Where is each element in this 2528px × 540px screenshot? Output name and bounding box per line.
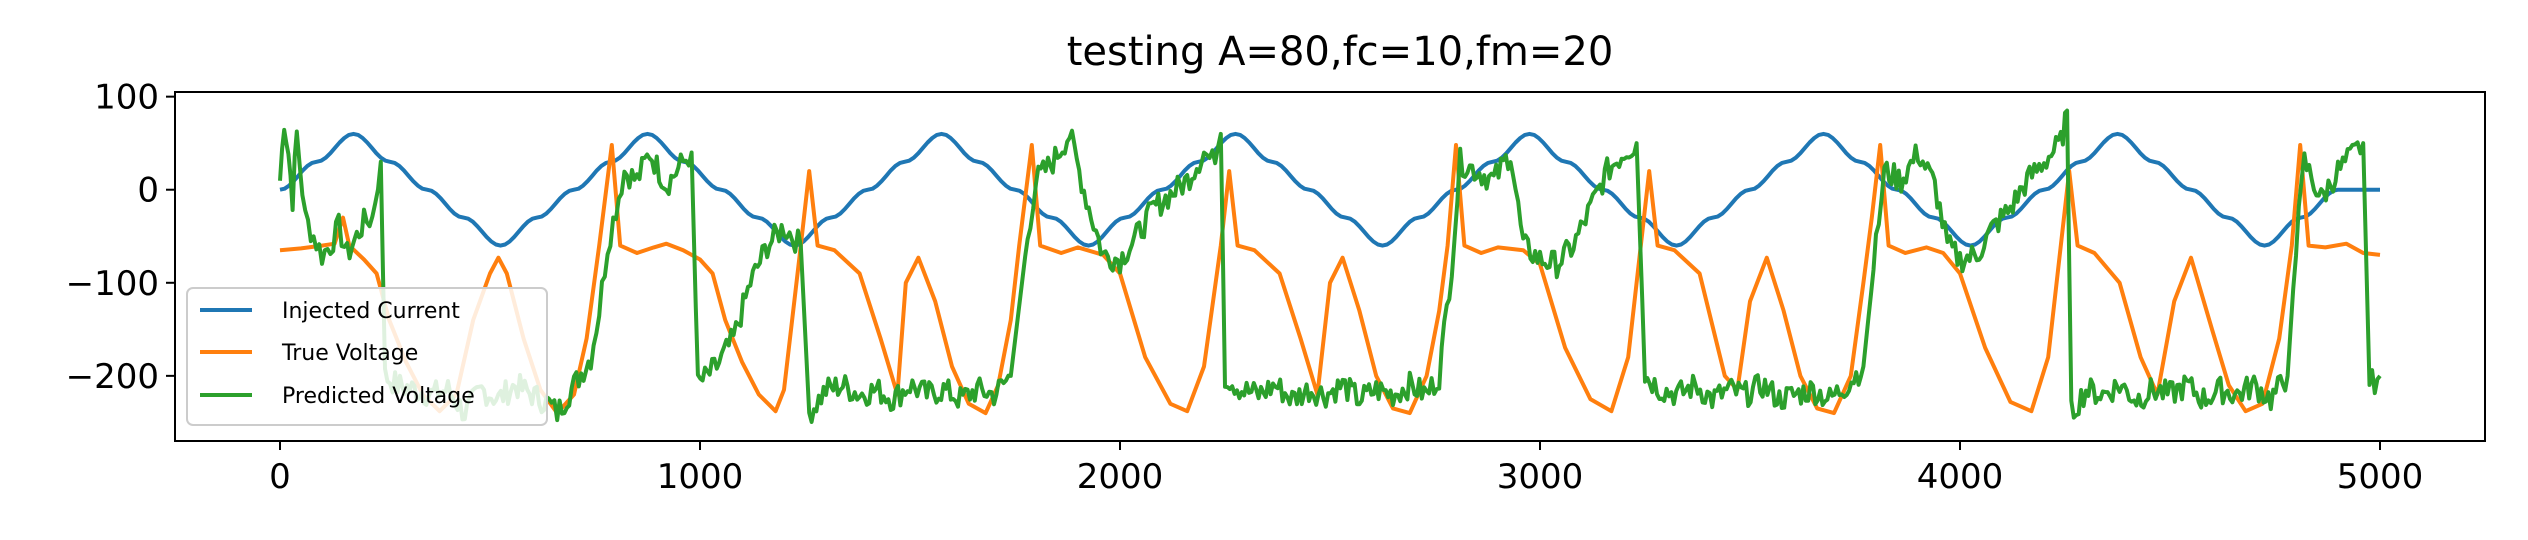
series-group [278, 108, 2382, 424]
y-tick-label: −100 [66, 264, 159, 304]
legend-label-injected-current: Injected Current [282, 299, 460, 324]
legend-label-predicted-voltage: Predicted Voltage [282, 384, 475, 409]
x-tick-label: 2000 [1077, 457, 1164, 497]
y-tick-label: 0 [137, 171, 159, 211]
y-tick-label: 100 [94, 78, 159, 118]
legend-label-true-voltage: True Voltage [281, 341, 418, 366]
series-true-voltage [279, 143, 2381, 416]
x-tick-label: 3000 [1497, 457, 1584, 497]
series-predicted-voltage [278, 108, 2382, 424]
legend-box [186, 287, 548, 426]
x-tick-label: 0 [269, 457, 291, 497]
y-tick-label: −200 [66, 357, 159, 397]
chart-title: testing A=80,fc=10,fm=20 [1067, 29, 1614, 75]
x-tick-label: 4000 [1917, 457, 2004, 497]
axes-frame [174, 91, 2486, 442]
x-tick-label: 1000 [657, 457, 744, 497]
x-tick-label: 5000 [2337, 457, 2424, 497]
series-injected-current [279, 131, 2380, 248]
legend: Injected Current True Voltage Predicted … [186, 287, 548, 426]
